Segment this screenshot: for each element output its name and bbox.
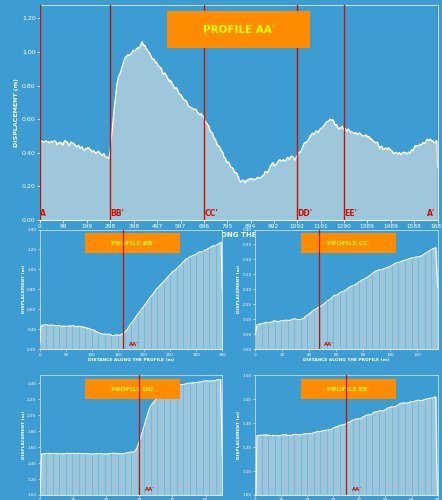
Text: AA': AA'	[129, 342, 138, 346]
Text: AA': AA'	[352, 488, 362, 492]
Y-axis label: DISPLACEMENT (m): DISPLACEMENT (m)	[22, 266, 26, 314]
Y-axis label: DISPLACEMENT (m): DISPLACEMENT (m)	[237, 266, 241, 314]
Text: EE': EE'	[344, 209, 357, 218]
Text: A': A'	[427, 209, 435, 218]
X-axis label: DISTANCE ALONG THE PROFILE (m): DISTANCE ALONG THE PROFILE (m)	[170, 232, 308, 238]
Text: DD': DD'	[298, 209, 313, 218]
Y-axis label: DISPLACEMENT (m): DISPLACEMENT (m)	[14, 78, 19, 147]
Y-axis label: DISPLACEMENT (m): DISPLACEMENT (m)	[237, 411, 241, 460]
Text: AA': AA'	[324, 342, 334, 346]
X-axis label: DISTANCE ALONG THE PROFILE (m): DISTANCE ALONG THE PROFILE (m)	[303, 358, 389, 362]
Text: A: A	[40, 209, 46, 218]
Text: AA': AA'	[145, 488, 155, 492]
Text: BB': BB'	[110, 209, 124, 218]
Text: CC': CC'	[204, 209, 218, 218]
Y-axis label: DISPLACEMENT (m): DISPLACEMENT (m)	[22, 411, 26, 460]
X-axis label: DISTANCE ALONG THE PROFILE (m): DISTANCE ALONG THE PROFILE (m)	[88, 358, 174, 362]
